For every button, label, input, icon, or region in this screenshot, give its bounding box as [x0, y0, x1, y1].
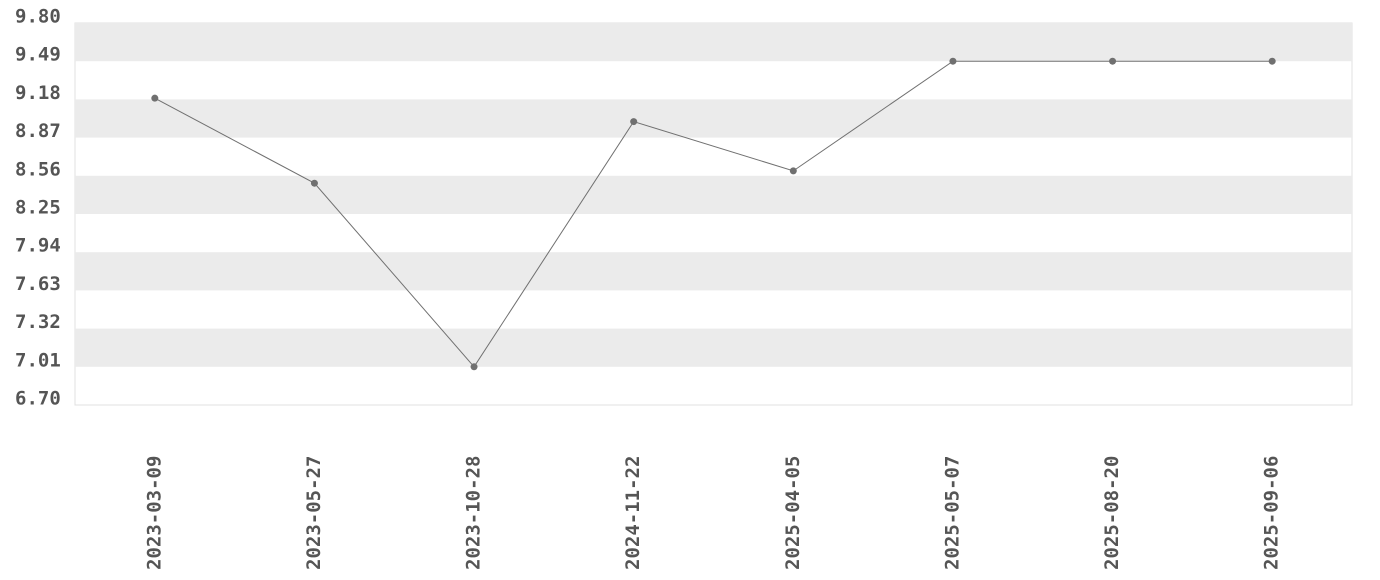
- y-tick-label: 9.18: [15, 82, 61, 104]
- point: [470, 363, 478, 371]
- point: [789, 167, 797, 175]
- x-tick-label: 2023-05-27: [303, 456, 325, 570]
- y-tick-label: 6.70: [15, 388, 61, 410]
- y-tick-label: 9.49: [15, 44, 61, 66]
- x-tick-label: 2025-04-05: [782, 456, 804, 570]
- y-tick-label: 7.01: [15, 349, 61, 371]
- x-tick-label: 2025-05-07: [941, 456, 963, 570]
- x-tick-label: 2023-10-28: [463, 456, 485, 570]
- grid-band: [75, 175, 1352, 214]
- x-tick-label: 2024-11-22: [622, 456, 644, 570]
- point: [630, 118, 638, 126]
- point: [949, 57, 957, 65]
- point: [1109, 57, 1117, 65]
- grid-band: [75, 252, 1352, 291]
- y-tick-label: 8.87: [15, 120, 61, 142]
- y-tick-label: 9.80: [15, 6, 61, 28]
- point: [1268, 57, 1276, 65]
- x-tick-label: 2025-08-20: [1101, 456, 1123, 570]
- y-tick-label: 8.25: [15, 197, 61, 219]
- x-tick-label: 2025-09-06: [1261, 456, 1283, 570]
- grid-band: [75, 99, 1352, 138]
- y-tick-label: 7.94: [15, 235, 61, 257]
- grid-band: [75, 23, 1352, 62]
- x-tick-label: 2023-03-09: [143, 456, 165, 570]
- y-tick-label: 8.56: [15, 158, 61, 180]
- point: [151, 94, 159, 102]
- y-tick-label: 7.63: [15, 273, 61, 295]
- line: [154, 60, 1273, 368]
- point: [310, 179, 318, 187]
- y-tick-label: 7.32: [15, 311, 61, 333]
- grid-band: [75, 328, 1352, 367]
